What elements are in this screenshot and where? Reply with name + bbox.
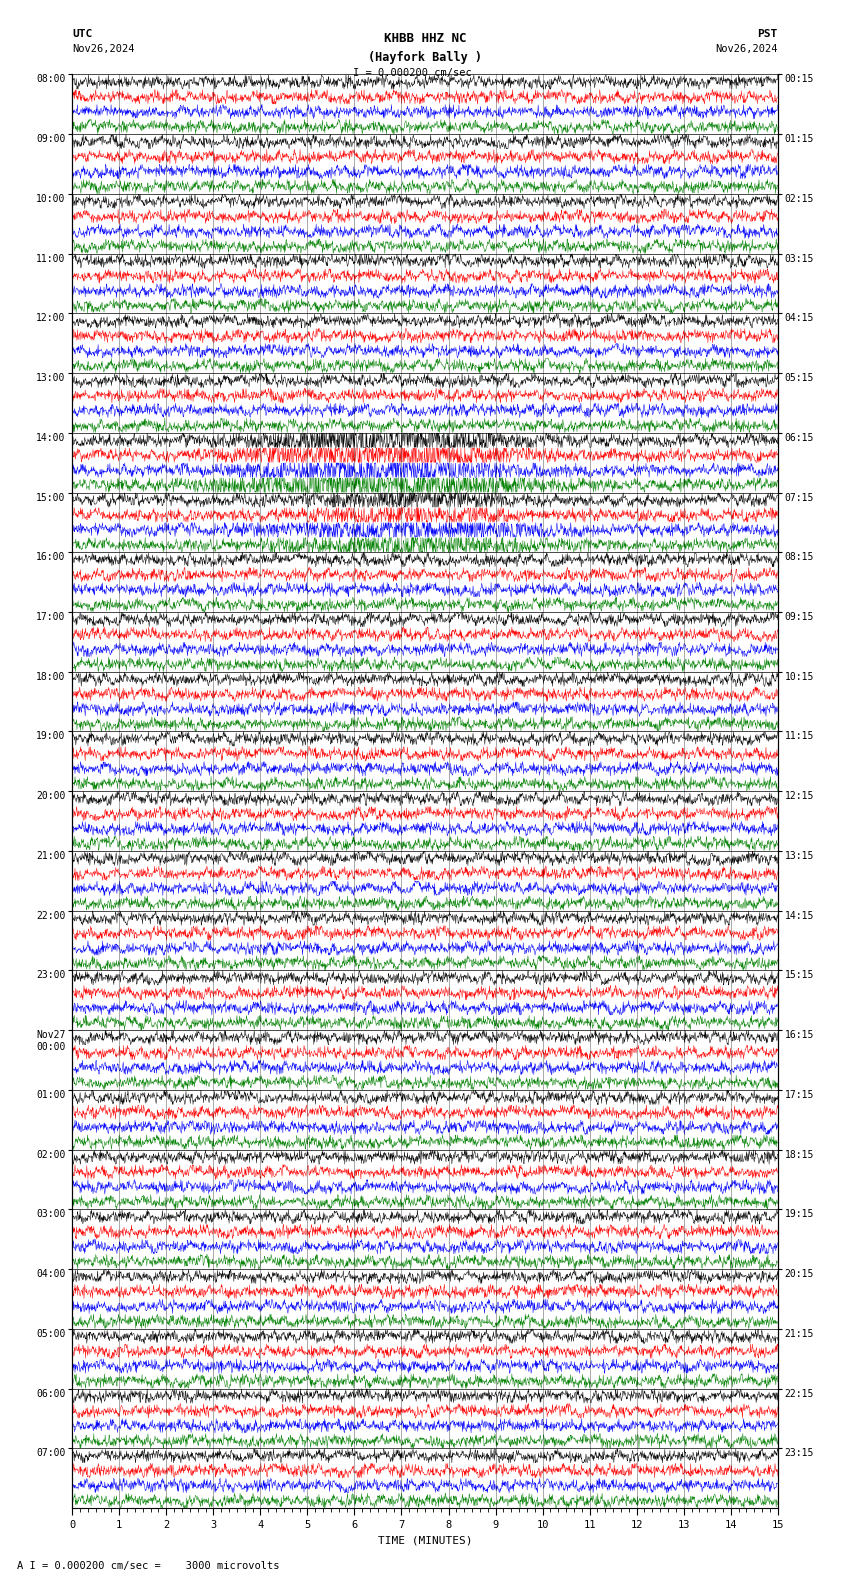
X-axis label: TIME (MINUTES): TIME (MINUTES) [377, 1535, 473, 1546]
Text: A I = 0.000200 cm/sec =    3000 microvolts: A I = 0.000200 cm/sec = 3000 microvolts [17, 1562, 280, 1571]
Text: I = 0.000200 cm/sec: I = 0.000200 cm/sec [353, 68, 472, 78]
Text: KHBB HHZ NC: KHBB HHZ NC [383, 32, 467, 44]
Text: Nov26,2024: Nov26,2024 [715, 44, 778, 54]
Text: UTC: UTC [72, 29, 93, 38]
Text: (Hayfork Bally ): (Hayfork Bally ) [368, 51, 482, 63]
Text: Nov26,2024: Nov26,2024 [72, 44, 135, 54]
Text: PST: PST [757, 29, 778, 38]
